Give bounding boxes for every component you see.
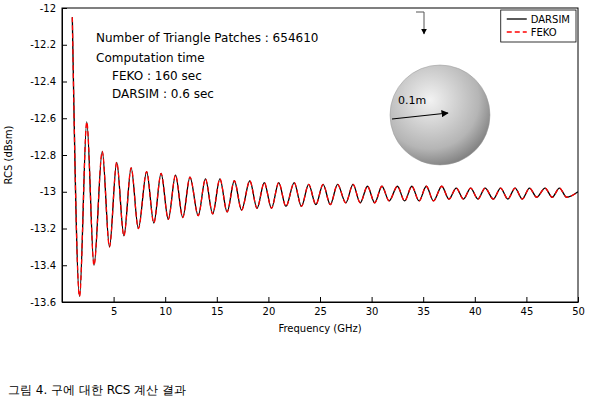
annotation: Number of Triangle Patches : 654610: [96, 31, 318, 45]
y-tick: -13.2: [30, 223, 67, 234]
y-tick-label: -13.6: [30, 297, 56, 308]
x-axis: 5 10 15 20 25 30 35 40 45 50: [63, 297, 585, 317]
x-tick-mark: [526, 297, 527, 302]
y-tick-mark: [62, 302, 67, 303]
x-tick-label: 50: [572, 306, 585, 317]
x-axis-line: [63, 302, 579, 303]
x-tick-mark: [268, 297, 269, 302]
legend-swatch: [507, 18, 527, 19]
y-tick-label: -12.6: [30, 113, 56, 124]
y-tick-mark: [62, 82, 67, 83]
series-group: [72, 17, 578, 296]
y-tick-mark: [62, 192, 67, 193]
y-tick: -12.2: [30, 39, 67, 50]
legend-item: FEKO: [507, 27, 557, 38]
x-tick-label: 30: [366, 306, 379, 317]
y-tick: -12.8: [30, 150, 67, 161]
y-tick-label: -13.2: [30, 223, 56, 234]
x-tick-label: 5: [111, 306, 117, 317]
x-tick: 20: [263, 297, 276, 317]
y-tick-mark: [62, 265, 67, 266]
x-tick-mark: [423, 297, 424, 302]
y-tick-label: -13.4: [30, 260, 56, 271]
y-tick: -12.6: [30, 113, 67, 124]
y-tick-label: -12.2: [30, 39, 56, 50]
annotation: 0.1m: [398, 94, 426, 107]
legend-item: DARSIM: [507, 14, 570, 25]
y-tick-mark: [62, 155, 67, 156]
y-axis-title: RCS (dBsm): [3, 125, 14, 184]
x-tick-label: 45: [521, 306, 534, 317]
x-tick: 15: [211, 297, 224, 317]
y-tick-label: -12: [40, 3, 56, 14]
x-tick-mark: [217, 297, 218, 302]
plot-frame: [62, 8, 578, 302]
x-tick-mark: [578, 297, 579, 302]
x-tick-mark: [114, 297, 115, 302]
y-tick-label: -12.8: [30, 150, 56, 161]
y-tick-mark: [62, 8, 67, 9]
legend-label: FEKO: [531, 27, 557, 38]
y-tick: -13: [40, 186, 67, 197]
legend: DARSIM FEKO: [501, 10, 576, 42]
x-tick: 45: [521, 297, 534, 317]
y-tick-mark: [62, 229, 67, 230]
x-tick-label: 35: [417, 306, 430, 317]
y-tick-mark: [62, 118, 67, 119]
x-tick: 35: [417, 297, 430, 317]
radius-arrow: [392, 113, 448, 119]
caption: 그림 4. 구에 대한 RCS 계산 결과: [8, 383, 186, 397]
y-tick-label: -13: [40, 186, 56, 197]
x-tick: 5: [111, 297, 117, 317]
series-line: [72, 17, 578, 296]
x-tick-mark: [320, 297, 321, 302]
y-tick: -13.6: [30, 297, 67, 308]
x-tick-label: 10: [159, 306, 172, 317]
x-tick: 10: [159, 297, 172, 317]
chart: 5101520253035404550-12-12.2-12.4-12.6-12…: [0, 0, 592, 405]
x-tick: 50: [572, 297, 585, 317]
y-tick: -12.4: [30, 76, 67, 87]
sphere: [390, 65, 490, 165]
x-tick-label: 20: [263, 306, 276, 317]
x-tick: 40: [469, 297, 482, 317]
legend-swatch: [507, 31, 527, 32]
x-tick: 30: [366, 297, 379, 317]
x-tick: 25: [314, 297, 327, 317]
x-tick-mark: [372, 297, 373, 302]
x-tick-mark: [475, 297, 476, 302]
x-axis-title: Frequency (GHz): [278, 323, 361, 334]
y-tick: -12: [40, 3, 67, 14]
incidence-arrow: [416, 12, 424, 34]
y-axis: -12 -12.2 -12.4 -12.6 -12.8 -13 -13.2 -13.4 -13.…: [30, 3, 67, 308]
annotation: Computation time: [96, 51, 205, 65]
annotation: FEKO : 160 sec: [112, 69, 202, 83]
legend-label: DARSIM: [531, 14, 570, 25]
y-tick-mark: [62, 45, 67, 46]
y-tick-label: -12.4: [30, 76, 56, 87]
annotation: DARSIM : 0.6 sec: [112, 87, 214, 101]
x-tick-label: 40: [469, 306, 482, 317]
series-line: [72, 17, 578, 296]
legend-box: [501, 10, 576, 42]
x-tick-mark: [165, 297, 166, 302]
x-tick-label: 25: [314, 306, 327, 317]
x-tick-label: 15: [211, 306, 224, 317]
y-tick: -13.4: [30, 260, 67, 271]
